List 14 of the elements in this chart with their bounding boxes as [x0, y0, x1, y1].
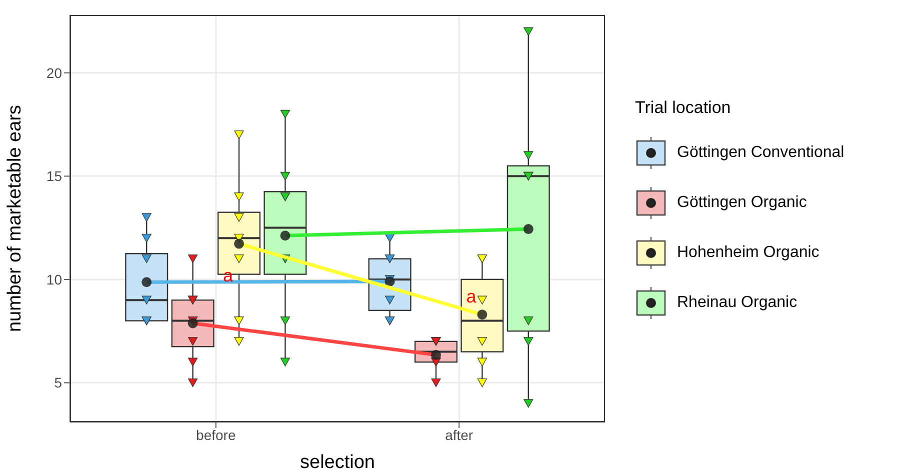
legend-label: Rheinau Organic [677, 294, 798, 312]
x-axis-title: selection [300, 452, 375, 473]
y-tick-label: 10 [46, 271, 62, 288]
y-axis-title: number of marketable ears [4, 104, 26, 332]
y-tick-label: 15 [46, 168, 62, 184]
x-tick-label: after [445, 426, 474, 443]
y-tick-label: 20 [46, 64, 62, 81]
annotation: a [466, 286, 478, 306]
legend-label: Göttingen Conventional [677, 144, 844, 162]
legend-title: Trial location [635, 98, 732, 118]
x-tick-label: before [196, 426, 236, 443]
legend-label: Göttingen Organic [677, 194, 807, 212]
legend-label: Hohenheim Organic [677, 244, 820, 262]
y-tick-label: 5 [54, 374, 62, 391]
